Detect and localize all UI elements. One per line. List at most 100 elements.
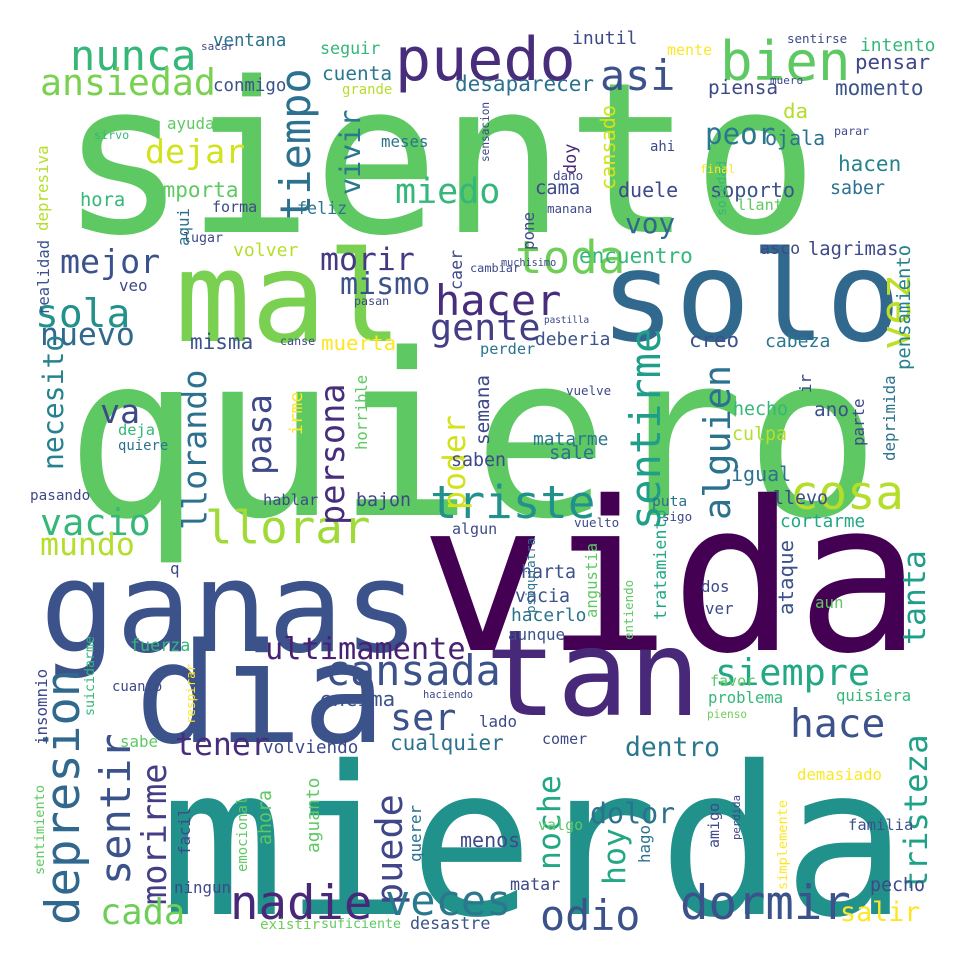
word: cama	[535, 178, 581, 199]
word: dos	[701, 577, 730, 596]
word: misma	[190, 330, 254, 354]
word: salir	[840, 897, 921, 928]
word: dejar	[145, 132, 246, 171]
word: desaparecer	[455, 72, 595, 96]
word: duele	[618, 178, 679, 202]
word: ayuda	[167, 114, 215, 133]
word: hora	[80, 190, 126, 211]
word: semana	[471, 374, 494, 445]
word: morirme	[135, 763, 174, 905]
word: matar	[510, 874, 561, 894]
word: parar	[834, 124, 870, 138]
word: cada	[100, 892, 186, 933]
word: desastre	[410, 913, 491, 933]
word: pone	[519, 211, 538, 250]
word: momento	[835, 76, 924, 100]
word: canse	[280, 334, 316, 348]
word: angustia	[583, 542, 601, 618]
word: feliz	[297, 198, 348, 218]
word: hacer	[435, 276, 562, 325]
word: pasando	[30, 488, 91, 504]
word: pensamiento	[893, 244, 915, 370]
word: solo	[600, 225, 902, 370]
word: pienso	[707, 708, 748, 721]
word: siempre	[715, 651, 871, 694]
word: cortarme	[780, 512, 866, 532]
word: sentir	[91, 733, 140, 885]
word: hace	[790, 701, 886, 747]
word: demasiado	[797, 765, 883, 784]
word: encima	[320, 687, 396, 711]
word: forma	[212, 198, 258, 216]
word: llorar	[205, 500, 371, 554]
word: triste	[430, 475, 596, 529]
word: nuevo	[40, 317, 135, 353]
word: sigo	[662, 509, 693, 524]
word: problema	[708, 689, 784, 707]
word: tratamiento	[650, 509, 670, 620]
word: lado	[479, 712, 518, 731]
word: nadie	[230, 876, 373, 931]
word: final	[700, 162, 736, 176]
word: ser	[390, 696, 457, 739]
word: horrible	[353, 374, 371, 450]
word: perdida	[730, 794, 743, 840]
word: perder	[480, 340, 536, 358]
word: da	[783, 99, 809, 123]
word: pasan	[354, 294, 390, 308]
word: mente	[667, 41, 713, 59]
word: muchisimo	[501, 258, 557, 269]
word: hecho	[733, 399, 789, 420]
word: bien	[720, 30, 851, 93]
word: saben	[451, 450, 507, 471]
word: lagrimas	[808, 239, 899, 260]
word: gente	[430, 306, 541, 349]
word: hacerlo	[511, 605, 587, 626]
word: cansada	[325, 646, 501, 695]
word: sale	[549, 443, 595, 464]
word: importa	[150, 178, 239, 202]
word: vida	[420, 458, 922, 700]
word: aunque	[508, 625, 566, 644]
word: quiere	[118, 438, 169, 454]
word: ventana	[213, 31, 287, 51]
word: ataque	[774, 539, 798, 615]
word: voy	[625, 207, 676, 240]
word: dia	[135, 613, 386, 775]
word: facil	[175, 807, 194, 855]
word: dentro	[625, 733, 720, 763]
word: sensacion	[479, 101, 492, 162]
word: puta	[652, 493, 688, 510]
word: volver	[233, 240, 299, 261]
word: suicidarme	[83, 635, 98, 716]
word: hacen	[838, 152, 902, 176]
word: tanta	[897, 550, 933, 645]
word: familia	[848, 816, 914, 834]
word: lugar	[183, 231, 224, 246]
word: asco	[760, 238, 801, 258]
word: grande	[342, 82, 393, 98]
word: fuerza	[130, 635, 191, 655]
word: peor	[705, 117, 776, 151]
word: necesito	[37, 334, 70, 470]
word: ultimamente	[265, 632, 466, 667]
word: persona	[313, 383, 352, 525]
word: cosa	[790, 466, 904, 521]
word: entiendo	[621, 579, 636, 640]
word: cabeza	[765, 331, 831, 352]
word: ganas	[40, 534, 420, 681]
word: querer	[406, 804, 425, 862]
word: seguir	[320, 38, 381, 58]
word: algun	[452, 520, 498, 538]
word: comer	[542, 730, 588, 748]
word: piensa	[708, 76, 779, 99]
word: emocional	[235, 796, 251, 872]
word: muero	[770, 74, 804, 87]
word: aqui	[174, 207, 193, 246]
word: odio	[540, 891, 641, 940]
word: ano	[814, 398, 850, 421]
word: puedo	[395, 25, 576, 95]
word: sacar	[201, 40, 235, 53]
word: harta	[521, 562, 577, 583]
